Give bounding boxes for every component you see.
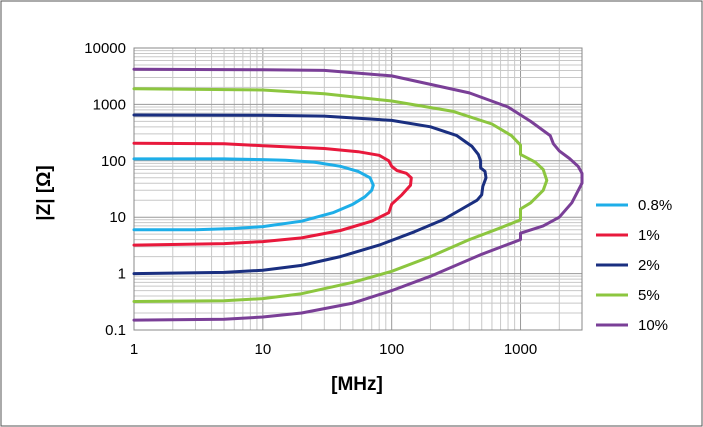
series-line: [132, 141, 413, 247]
legend: 0.8% 1% 2% 5% 10%: [596, 197, 672, 334]
y-tick-label: 1: [118, 266, 126, 283]
x-tick-label: 1: [130, 341, 138, 358]
y-tick-label: 1000: [93, 96, 126, 113]
series-line: [132, 67, 584, 322]
y-tick-label: 100: [101, 153, 126, 170]
y-tick-label: 10000: [84, 40, 126, 57]
series-line: [132, 87, 549, 303]
legend-label: 10%: [638, 317, 668, 334]
legend-label: 2%: [638, 257, 660, 274]
legend-label: 1%: [638, 227, 660, 244]
y-tick-label: 10: [109, 209, 126, 226]
series-line: [132, 157, 375, 232]
y-axis-ticks: 0.1 1 10 100 1000 10000: [84, 40, 126, 339]
x-tick-label: 100: [379, 341, 404, 358]
series-layer: [132, 67, 584, 322]
x-tick-label: 10: [254, 341, 271, 358]
x-tick-label: 1000: [504, 341, 537, 358]
y-tick-label: 0.1: [105, 322, 126, 339]
x-axis-ticks: 1 10 100 1000: [130, 341, 537, 358]
x-axis-title: [MHz]: [331, 374, 383, 395]
legend-label: 0.8%: [638, 197, 672, 214]
legend-label: 5%: [638, 287, 660, 304]
plot-border: [133, 47, 583, 331]
y-axis-title: |Z| [Ω]: [34, 165, 55, 220]
series-line: [132, 113, 488, 276]
